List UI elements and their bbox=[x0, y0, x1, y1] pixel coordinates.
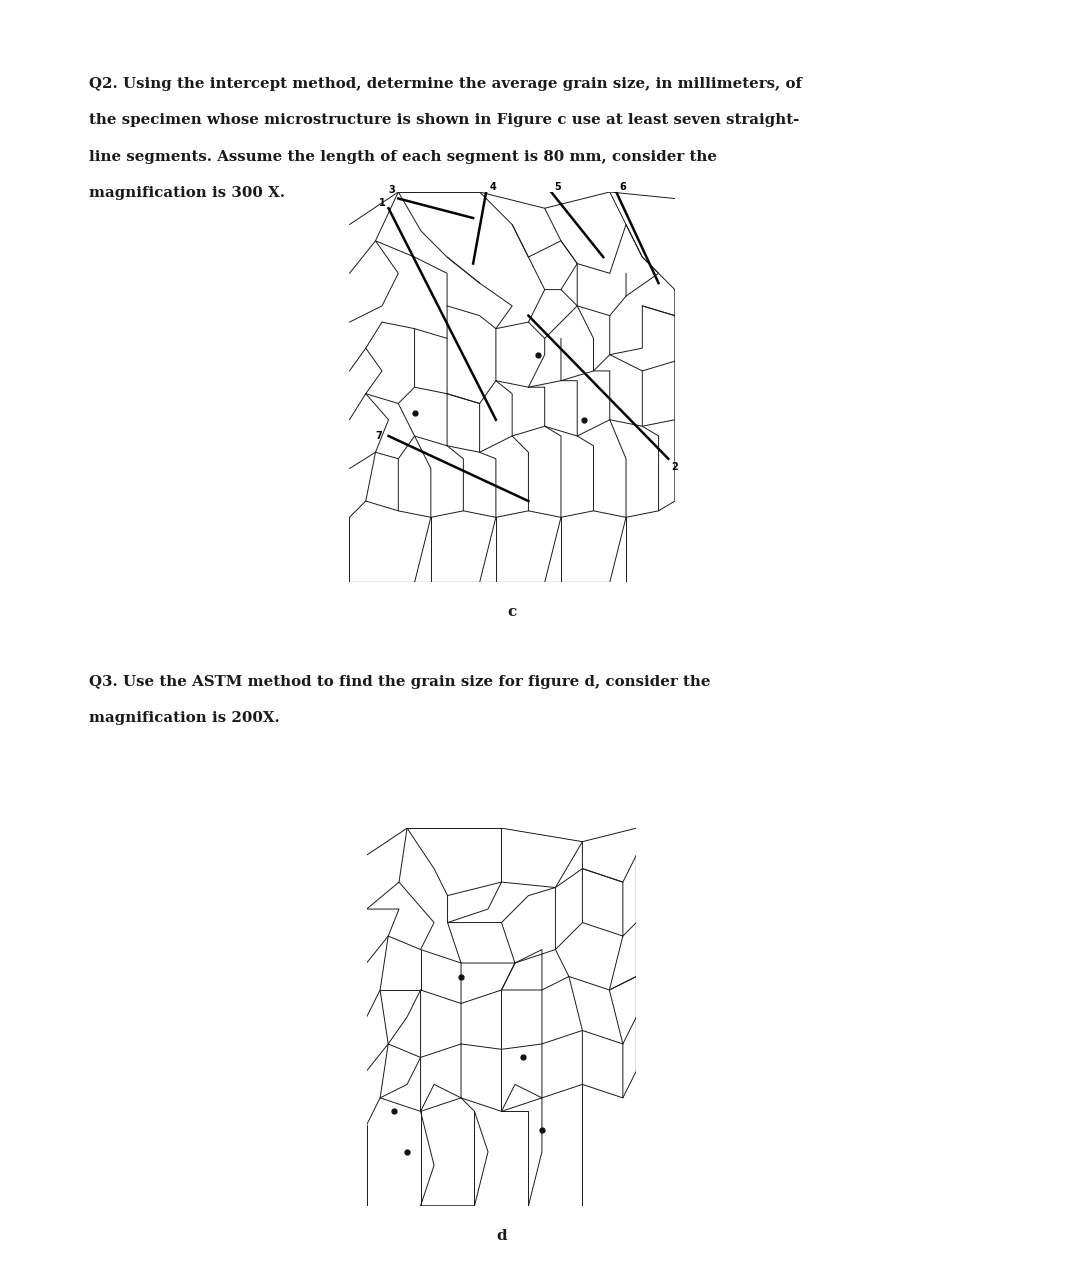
Text: line segments. Assume the length of each segment is 80 mm, consider the: line segments. Assume the length of each… bbox=[89, 150, 717, 164]
Text: 6: 6 bbox=[620, 182, 626, 192]
Text: 4: 4 bbox=[490, 182, 496, 192]
Text: 7: 7 bbox=[376, 431, 382, 442]
Text: Q2. Using the intercept method, determine the average grain size, in millimeters: Q2. Using the intercept method, determin… bbox=[89, 77, 801, 91]
Text: Q3. Use the ASTM method to find the grain size for figure d, consider the: Q3. Use the ASTM method to find the grai… bbox=[89, 675, 710, 689]
Text: the specimen whose microstructure is shown in Figure c use at least seven straig: the specimen whose microstructure is sho… bbox=[89, 113, 799, 127]
Text: magnification is 300 X.: magnification is 300 X. bbox=[89, 186, 285, 200]
Text: 3: 3 bbox=[388, 186, 395, 196]
Text: 2: 2 bbox=[671, 462, 679, 472]
Text: c: c bbox=[508, 605, 516, 620]
Text: magnification is 200X.: magnification is 200X. bbox=[89, 710, 280, 724]
Text: 1: 1 bbox=[379, 198, 385, 209]
Text: 5: 5 bbox=[555, 182, 561, 192]
Text: d: d bbox=[496, 1229, 507, 1243]
